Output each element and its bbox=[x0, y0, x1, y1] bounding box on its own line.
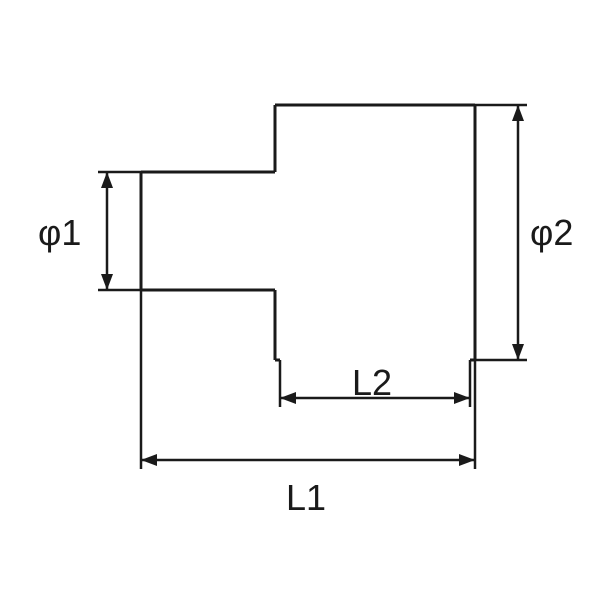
l1-label: L1 bbox=[286, 477, 326, 518]
arrowhead bbox=[101, 274, 113, 290]
arrowhead bbox=[454, 392, 470, 404]
arrowhead bbox=[280, 392, 296, 404]
arrowhead bbox=[512, 105, 524, 121]
arrowhead bbox=[101, 172, 113, 188]
phi2-label: φ2 bbox=[530, 212, 573, 253]
arrowhead bbox=[512, 344, 524, 360]
arrowhead bbox=[141, 454, 157, 466]
l2-label: L2 bbox=[352, 362, 392, 403]
phi1-label: φ1 bbox=[38, 212, 81, 253]
arrowhead bbox=[459, 454, 475, 466]
